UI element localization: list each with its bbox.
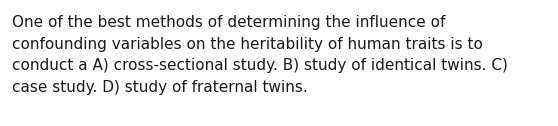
Text: One of the best methods of determining the influence of
confounding variables on: One of the best methods of determining t… xyxy=(12,15,508,95)
